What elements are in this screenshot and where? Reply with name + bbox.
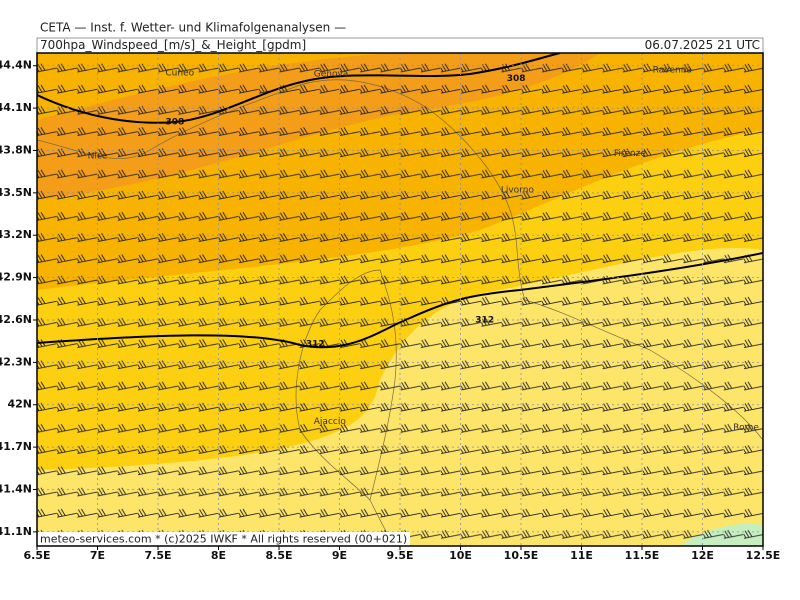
footer-box (37, 532, 410, 546)
y-tick-label: 41.1N (0, 525, 32, 538)
x-tick-label: 10E (449, 549, 472, 562)
y-tick-label: 41.7N (0, 440, 32, 453)
product-label: 700hpa_Windspeed_[m/s]_&_Height_[gpdm] (40, 38, 306, 52)
place-label: Livorno (501, 186, 535, 196)
place-label: Ravenna (653, 65, 692, 75)
x-tick-label: 10.5E (504, 549, 539, 562)
x-tick-label: 12.5E (746, 549, 781, 562)
contour-label: 312 (306, 339, 325, 349)
x-tick-label: 12E (691, 549, 714, 562)
y-tick-label: 43.8N (0, 143, 32, 156)
y-tick-label: 43.2N (0, 228, 32, 241)
place-label: Ajaccio (314, 417, 347, 427)
x-tick-label: 11.5E (625, 549, 660, 562)
x-tick-label: 8E (211, 549, 226, 562)
contour-label: 308 (507, 74, 526, 84)
contour-label: 312 (475, 315, 494, 325)
x-tick-label: 6.5E (23, 549, 50, 562)
height-contours (37, 53, 763, 349)
place-label: Genova (314, 70, 349, 80)
x-tick-label: 7.5E (144, 549, 171, 562)
place-label: Rome (733, 423, 759, 433)
y-tick-label: 43.5N (0, 186, 32, 199)
x-tick-label: 11E (570, 549, 593, 562)
place-label: Firenze (614, 149, 646, 159)
map-area: Genova Cuneo Nice Firenze Livorno Ajaccio Rome… (37, 53, 763, 546)
y-tick-label: 42.9N (0, 271, 32, 284)
y-tick-label: 44.1N (0, 101, 32, 114)
y-tick-label: 42N (7, 398, 32, 411)
header-title: CETA — Inst. f. Wetter- und Klimafolgena… (40, 21, 346, 35)
map-labels: Genova Cuneo Nice Firenze Livorno Ajaccio Rome… (88, 65, 760, 432)
place-label: Cuneo (165, 68, 194, 78)
y-tick-label: 44.4N (0, 59, 32, 72)
contour-label: 308 (166, 118, 185, 128)
y-tick-label: 42.6N (0, 313, 32, 326)
x-tick-label: 7E (90, 549, 105, 562)
valid-time: 06.07.2025 21 UTC (645, 38, 760, 52)
axes: 6.5E 7E 7.5E 8E 8.5E 9E 9.5E 10E 10.5E 11E 11.5E 12… (0, 59, 780, 562)
place-label: Nice (88, 152, 108, 162)
x-tick-label: 8.5E (265, 549, 292, 562)
x-tick-label: 9.5E (386, 549, 413, 562)
y-tick-label: 41.4N (0, 482, 32, 495)
footer: meteo-services.com * (c)2025 IWKF * All … (40, 533, 407, 546)
y-tick-label: 42.3N (0, 355, 32, 368)
x-tick-label: 9E (332, 549, 347, 562)
grid (37, 53, 763, 546)
